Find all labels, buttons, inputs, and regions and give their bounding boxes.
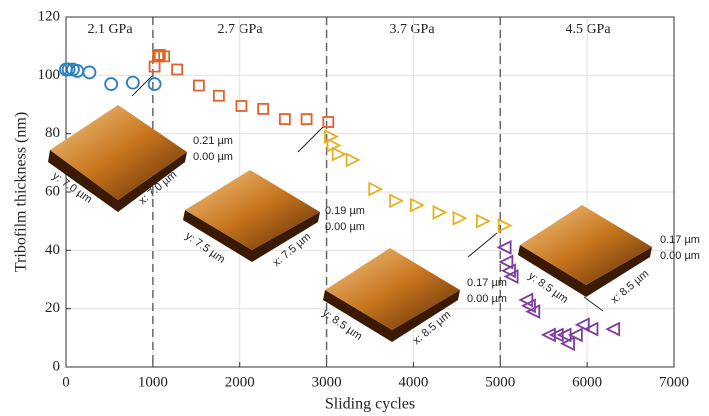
point	[257, 102, 270, 115]
point	[500, 263, 516, 279]
point	[503, 269, 519, 285]
inset-surface	[185, 170, 320, 250]
point	[324, 129, 339, 145]
inset: 0.19 µm 0.00 µm y: 7.5 µm x: 7.5 µm	[183, 126, 365, 269]
inset-surface	[520, 205, 652, 285]
x-tick-label: 2000	[225, 374, 255, 390]
point	[583, 321, 599, 337]
point	[171, 63, 184, 76]
point	[432, 204, 448, 220]
inset-label: 0.17 µm	[660, 234, 700, 246]
point	[300, 113, 313, 125]
inset-side	[323, 290, 460, 342]
inset-surface	[50, 105, 187, 200]
point	[235, 100, 248, 112]
annotation: 3.7 GPa	[389, 22, 435, 37]
arrow	[131, 75, 153, 97]
x-tick-label: 4000	[398, 374, 428, 390]
point	[368, 181, 384, 197]
point	[331, 146, 347, 162]
y-tick-label: 100	[38, 67, 61, 83]
point	[540, 327, 556, 343]
x-tick-label: 5000	[485, 374, 515, 390]
plot-frame	[65, 16, 675, 368]
annotation: 4.5 GPa	[565, 22, 611, 37]
inset-label: 0.19 µm	[325, 205, 365, 217]
point	[525, 304, 541, 320]
point	[152, 50, 164, 63]
y-tick-label: 120	[38, 8, 61, 24]
annotation: 2.1 GPa	[87, 22, 133, 37]
point	[518, 292, 534, 308]
arrow	[583, 296, 604, 312]
point	[125, 75, 140, 90]
point	[61, 62, 76, 77]
x-tick-label: 1000	[138, 374, 168, 390]
point	[278, 113, 291, 125]
point	[147, 77, 162, 91]
point	[605, 321, 621, 337]
point	[148, 60, 161, 73]
y-tick-label: 0	[53, 358, 61, 374]
y-axis-label: Tribofilm thickness (nm)	[13, 112, 30, 272]
point	[498, 254, 514, 270]
y-tick-label: 20	[45, 300, 60, 316]
x-tick-label: 0	[62, 374, 70, 390]
inset: 0.17 µm 0.00 µm y: 8.5 µm x: 8.5 µm	[518, 205, 700, 312]
inset-label: 0.00 µm	[660, 250, 700, 262]
inset-label: 0.00 µm	[467, 293, 507, 305]
inset-label: 0.17 µm	[467, 277, 507, 289]
y-tick-label: 80	[45, 125, 60, 141]
x-axis-label: Sliding cycles	[325, 396, 415, 413]
point	[497, 218, 513, 233]
y-tick-label: 40	[45, 242, 60, 258]
point	[212, 89, 225, 102]
x-tick-label: 6000	[572, 374, 602, 390]
point	[345, 152, 361, 168]
arrow	[467, 232, 498, 258]
point	[476, 213, 491, 229]
point	[322, 116, 335, 128]
point	[82, 65, 97, 80]
point	[560, 336, 575, 352]
inset-side	[518, 245, 652, 297]
inset-label: 0.21 µm	[193, 135, 233, 147]
inset-label: 0.00 µm	[325, 221, 365, 233]
point	[410, 197, 425, 213]
point	[574, 317, 590, 333]
point	[567, 327, 583, 343]
inset-side	[183, 210, 320, 262]
point	[104, 77, 119, 91]
point	[192, 79, 205, 92]
point	[548, 327, 564, 343]
point	[520, 298, 536, 314]
inset-side	[48, 150, 187, 212]
point	[496, 239, 512, 255]
arrow	[297, 126, 324, 153]
inset-surface	[325, 248, 460, 330]
point	[389, 193, 405, 209]
inset-label: 0.00 µm	[193, 151, 233, 163]
annotation: 2.7 GPa	[217, 22, 263, 37]
x-tick-label: 7000	[659, 374, 689, 390]
y-tick-label: 60	[45, 183, 60, 199]
point	[452, 210, 468, 226]
x-tick-label: 3000	[312, 374, 342, 390]
point	[158, 50, 171, 63]
